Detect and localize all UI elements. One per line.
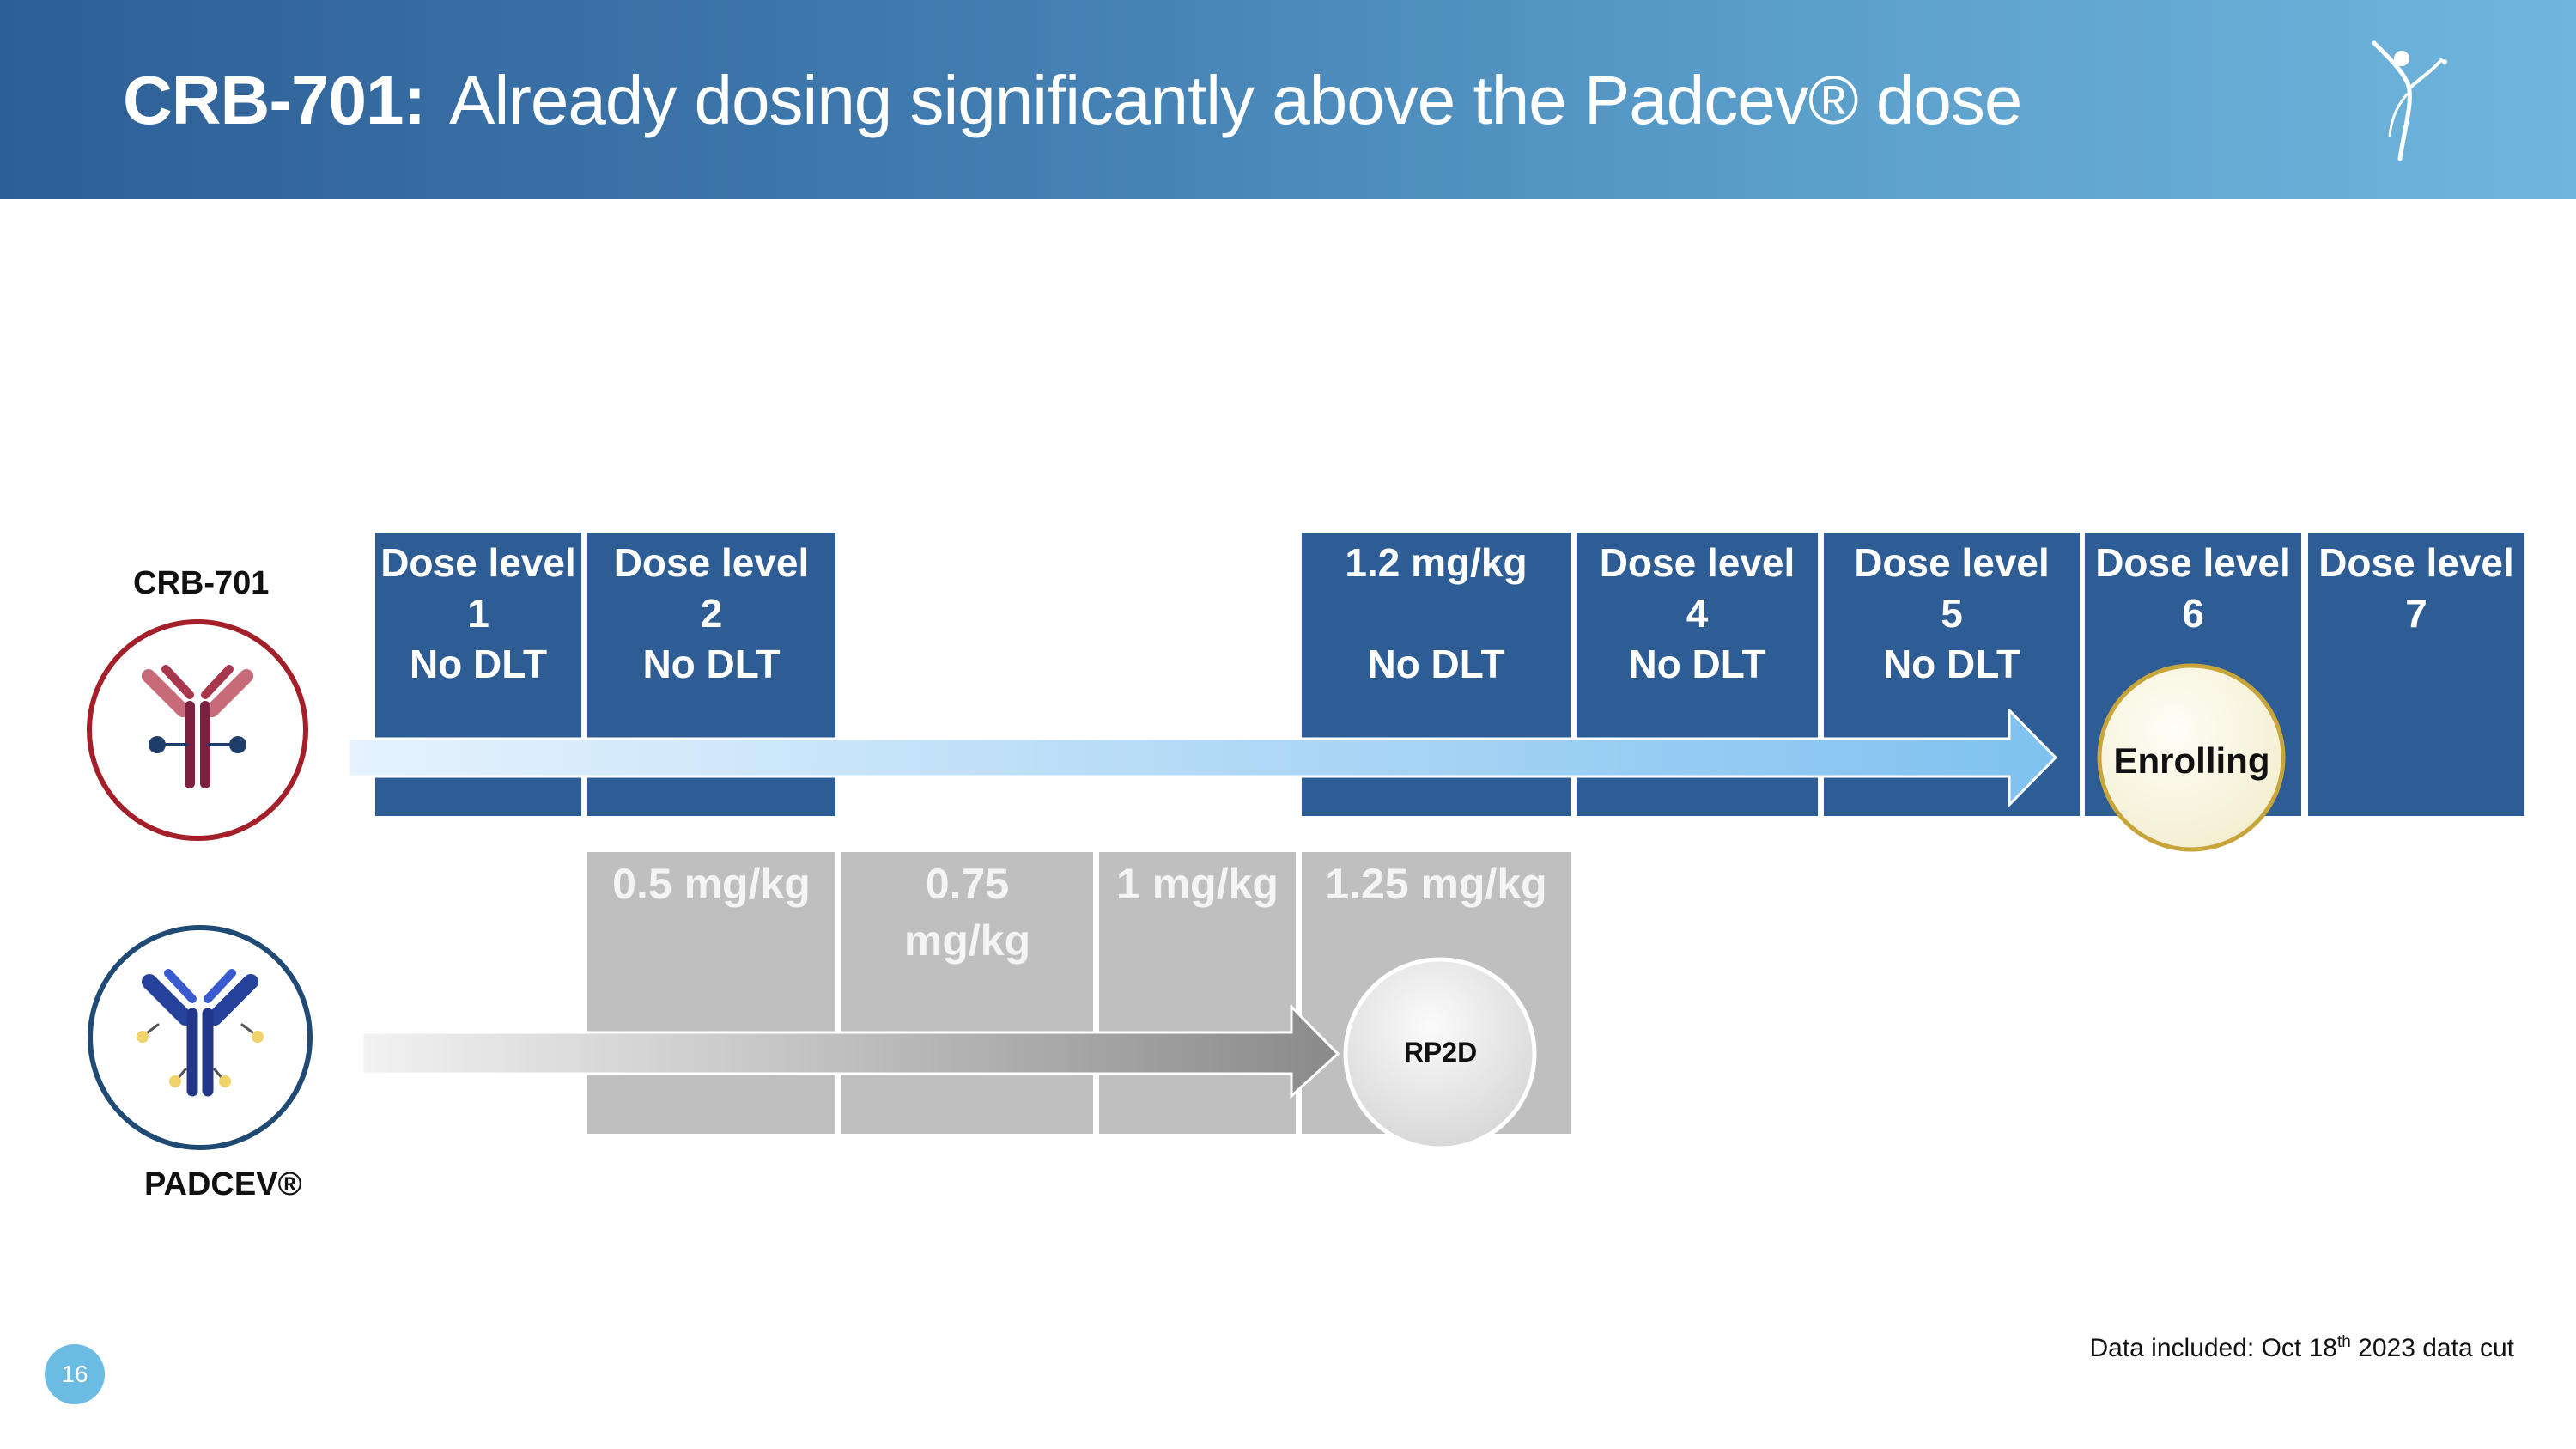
crb701-progress-arrow xyxy=(347,709,2058,808)
dose-box-line: 0.75 xyxy=(925,860,1010,908)
padcev-antibody-icon xyxy=(88,925,313,1150)
page-number-badge: 16 xyxy=(45,1344,105,1404)
data-cut-footnote: Data included: Oct 18th 2023 data cut xyxy=(2089,1333,2514,1363)
dose-box-line: No DLT xyxy=(409,642,548,686)
rp2d-circle xyxy=(1343,957,1537,1151)
title-statement: Already dosing significantly above the P… xyxy=(449,62,2022,138)
rp2d-badge-text: RP2D xyxy=(1403,1037,1478,1068)
crb701-label: CRB-701 xyxy=(133,565,270,601)
padcev-dose-box: 0.75 mg/kg xyxy=(841,852,1093,1134)
padcev-label: PADCEV® xyxy=(144,1166,302,1202)
company-logo-icon xyxy=(2372,40,2447,161)
dose-box-line: mg/kg xyxy=(903,916,1031,965)
enrolling-status-circle xyxy=(2097,663,2286,852)
dose-box-line: No DLT xyxy=(1628,642,1766,686)
footnote-main: Data included: Oct 18 xyxy=(2089,1334,2337,1362)
dose-box-line xyxy=(2308,639,2524,690)
dose-box-line: No DLT xyxy=(1367,642,1505,686)
dose-box-line: 7 xyxy=(2405,591,2427,636)
dose-box-line: 1.25 mg/kg xyxy=(1325,860,1547,908)
title-product: CRB-701: xyxy=(123,62,426,138)
enrolling-badge-text: Enrolling xyxy=(2113,740,2270,781)
slide-header xyxy=(0,0,2576,199)
dose-box-line: No DLT xyxy=(1882,642,2021,686)
dose-box-line: 2 xyxy=(700,591,723,636)
dose-box-line: 0.5 mg/kg xyxy=(612,860,811,908)
dose-box-line: No DLT xyxy=(642,642,781,686)
dose-box-line: 4 xyxy=(1686,591,1709,636)
dose-box-line: Dose level xyxy=(2095,540,2291,585)
dose-box-line: Dose level xyxy=(613,540,810,585)
dose-box-line: 5 xyxy=(1941,591,1963,636)
dose-box-line: 6 xyxy=(2182,591,2204,636)
dose-box-line: Dose level xyxy=(1599,540,1795,585)
dose-box-line: 1 mg/kg xyxy=(1116,860,1279,908)
crb701-dose-box: Dose level 7 xyxy=(2308,533,2524,816)
dose-box-line xyxy=(1302,588,1571,639)
dose-box-line: Dose level xyxy=(1854,540,2050,585)
dose-box-line: Dose level xyxy=(380,540,576,585)
padcev-dose-box: 0.5 mg/kg xyxy=(587,852,835,1134)
crb701-antibody-icon xyxy=(87,619,308,841)
padcev-dose-box: 1 mg/kg xyxy=(1099,852,1296,1134)
dose-box-line: 1 xyxy=(467,591,489,636)
dose-box-line: Dose level xyxy=(2318,540,2514,585)
footnote-superscript: th xyxy=(2336,1333,2351,1351)
padcev-progress-arrow xyxy=(361,1005,1340,1099)
footnote-tail: 2023 data cut xyxy=(2350,1334,2514,1362)
slide-title: CRB-701: Already dosing significantly abo… xyxy=(123,53,2022,148)
dose-box-line: 1.2 mg/kg xyxy=(1345,540,1528,585)
